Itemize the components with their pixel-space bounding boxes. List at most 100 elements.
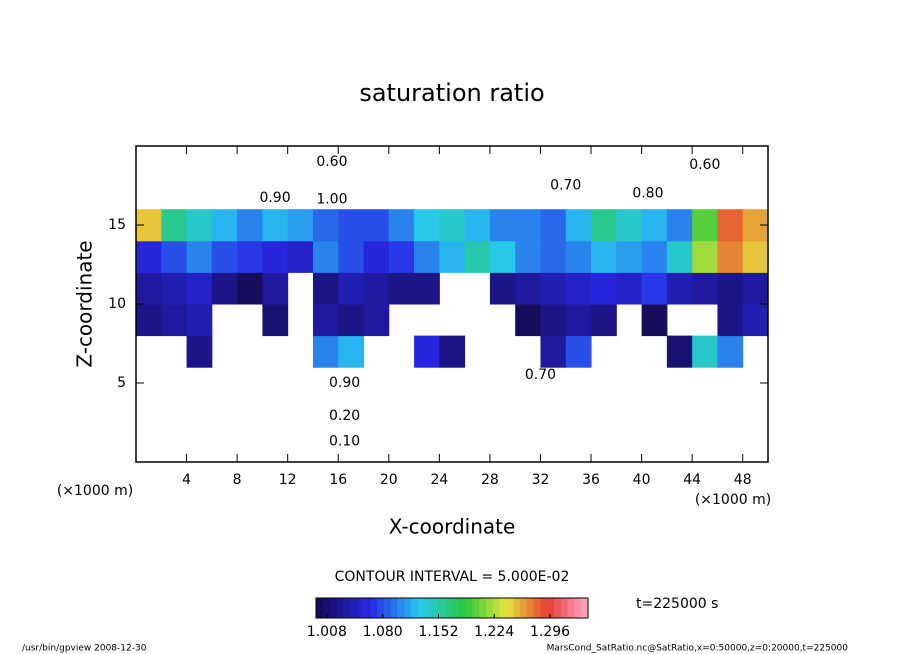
field-cell xyxy=(439,399,465,431)
field-cell xyxy=(414,430,440,462)
field-cell xyxy=(692,209,718,242)
field-cell xyxy=(288,304,314,336)
field-cell xyxy=(489,240,516,273)
contour-label: 0.60 xyxy=(689,157,720,173)
field-cell xyxy=(262,430,288,462)
colorbar-tick-label: 1.296 xyxy=(530,624,570,640)
field-cell xyxy=(212,367,238,399)
colorbar-band xyxy=(384,598,392,618)
colorbar-band xyxy=(336,598,344,618)
colorbar-band xyxy=(581,598,589,618)
field-cell xyxy=(515,146,541,178)
field-cell xyxy=(667,399,693,431)
footer: /usr/bin/gpview 2008-12-30 xyxy=(22,644,147,654)
colorbar-band xyxy=(479,598,487,618)
colorbar-band xyxy=(492,598,500,618)
field-cell xyxy=(717,209,744,242)
field-cell xyxy=(388,209,415,242)
field-cell xyxy=(540,304,567,337)
field-cell xyxy=(161,399,187,431)
field-cell xyxy=(515,240,541,273)
field-cell xyxy=(237,367,263,399)
field-cell xyxy=(515,272,541,305)
field-cell xyxy=(692,430,718,462)
field-cell xyxy=(439,430,465,462)
colorbar-band xyxy=(377,598,385,618)
field-cell xyxy=(237,430,263,462)
field-cell xyxy=(212,336,238,368)
field-cell xyxy=(490,336,516,368)
field-cell xyxy=(667,430,693,462)
field-cell xyxy=(540,399,566,431)
field-cell xyxy=(565,272,592,305)
footer: MarsCond_SatRatio.nc@SatRatio,x=0:50000,… xyxy=(547,644,849,654)
field-cell xyxy=(262,336,288,368)
field-cell xyxy=(338,335,365,368)
colorbar-band xyxy=(322,598,330,618)
field-cell xyxy=(388,272,415,305)
field-cell xyxy=(642,367,668,399)
x-tick-label: 20 xyxy=(380,472,398,488)
field-cell xyxy=(666,335,693,368)
field-cell xyxy=(212,430,238,462)
field-cell xyxy=(465,304,491,336)
field-cell xyxy=(389,399,415,431)
field-cell xyxy=(363,272,390,305)
x-tick-label: 8 xyxy=(233,472,242,488)
contour-label: 0.70 xyxy=(525,367,556,383)
field-cell xyxy=(666,209,693,242)
field-cell xyxy=(186,335,213,368)
field-cell xyxy=(717,272,744,305)
colorbar-band xyxy=(431,598,439,618)
field-cell xyxy=(288,336,314,368)
x-tick-label: 28 xyxy=(481,472,499,488)
field-cell xyxy=(641,304,668,337)
field-cell xyxy=(515,209,541,242)
field-cell xyxy=(666,272,693,305)
colorbar-tick-label: 1.224 xyxy=(474,624,514,640)
field-cell xyxy=(717,240,744,273)
field-cell xyxy=(338,209,365,242)
field-cell xyxy=(364,399,390,431)
field-cell xyxy=(187,178,213,210)
field-cell xyxy=(717,335,744,368)
field-cell xyxy=(591,336,617,368)
field-cell xyxy=(641,240,668,273)
field-cell xyxy=(743,146,769,178)
field-cell xyxy=(161,430,187,462)
colorbar-band xyxy=(554,598,562,618)
field-cell xyxy=(262,146,288,178)
field-cell xyxy=(616,272,643,305)
colorbar-band xyxy=(574,598,582,618)
colorbar-band xyxy=(363,598,371,618)
field-cell xyxy=(566,399,592,431)
colorbar-tick-label: 1.152 xyxy=(418,624,458,640)
x-tick-label: 12 xyxy=(279,472,297,488)
field-cell xyxy=(566,430,592,462)
field-cell xyxy=(465,178,491,210)
y-tick-label: 5 xyxy=(117,375,126,391)
field-cell xyxy=(288,399,314,431)
field-cell xyxy=(465,272,491,304)
field-cell xyxy=(692,304,718,336)
field-cell xyxy=(212,178,238,210)
field-cell xyxy=(388,240,415,273)
colorbar-band xyxy=(560,598,568,618)
field-cell xyxy=(287,240,314,273)
colorbar-band xyxy=(411,598,419,618)
contour-label: 0.90 xyxy=(259,190,290,206)
field-cell xyxy=(642,336,668,368)
field-cell xyxy=(338,240,365,273)
field-cell xyxy=(717,304,744,337)
colorbar-band xyxy=(445,598,453,618)
x-tick-label: 4 xyxy=(182,472,191,488)
field-cell xyxy=(540,335,567,368)
field-cell xyxy=(641,209,668,242)
colorbar-band xyxy=(513,598,521,618)
field-cell xyxy=(465,336,491,368)
colorbar-band xyxy=(499,598,507,618)
colorbar-band xyxy=(397,598,405,618)
contour-label: 0.70 xyxy=(550,178,581,194)
field-cell xyxy=(667,178,693,210)
field-cell xyxy=(161,146,187,178)
